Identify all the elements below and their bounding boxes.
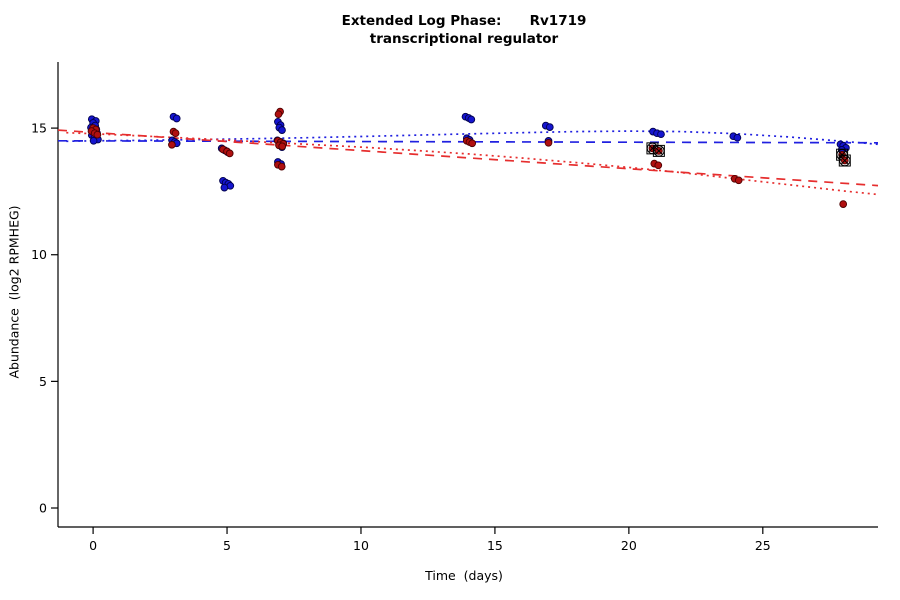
condition-blue-point [545,123,554,131]
condition-red-point [734,176,743,185]
x-axis-label: Time (days) [425,568,503,583]
condition-blue-point [657,130,665,139]
x-tick-label: 10 [353,538,369,553]
condition-blue-point [733,133,742,142]
condition-red-point [839,200,848,208]
condition-red-point [93,130,102,139]
condition-red-point [544,138,553,147]
condition-red-point [168,140,176,149]
x-tick-label: 0 [89,538,97,553]
y-tick-label: 15 [31,121,47,136]
x-tick-label: 5 [223,538,231,553]
y-tick-label: 10 [31,247,47,262]
condition-blue-point [467,115,476,124]
condition-blue-point [220,183,229,192]
condition-red-point [277,162,286,171]
outlier-circle-marker [653,145,665,157]
red-trend-dotted-line [66,131,879,196]
outlier-x-marker [654,146,663,155]
condition-blue-point [89,136,98,145]
blue-trend-dashed-line [57,139,879,144]
condition-blue-point [278,126,286,134]
outlier-x-marker [840,156,849,165]
y-tick-label: 5 [39,374,47,389]
outlier-circle-marker [839,154,851,167]
chart-subtitle: transcriptional regulator [369,31,559,47]
condition-red-point [278,142,287,151]
condition-red-point [654,161,663,170]
condition-blue-point [172,114,181,123]
condition-red-point [171,129,180,138]
red-trend-dashed-line [57,129,879,187]
x-tick-label: 25 [755,538,771,553]
condition-red-point [468,139,477,148]
x-tick-label: 20 [621,538,637,553]
condition-red-point [225,149,234,158]
chart-title: Extended Log Phase: Rv1719 [341,13,587,29]
condition-red-point [274,110,283,119]
y-tick-label: 0 [39,501,47,516]
outlier-x-marker [648,144,657,153]
x-tick-label: 15 [487,538,503,553]
